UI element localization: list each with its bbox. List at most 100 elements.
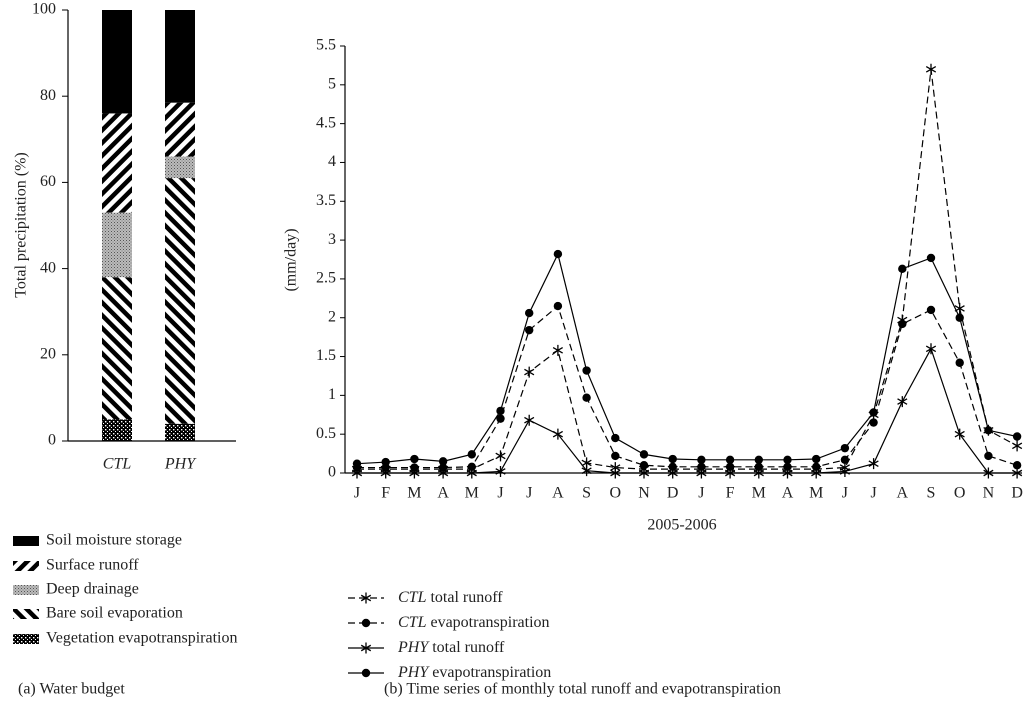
x-tick-label: J (354, 485, 360, 502)
x-tick-label: N (983, 485, 995, 502)
marker (754, 462, 763, 471)
marker (639, 461, 649, 470)
marker (525, 308, 534, 318)
legend-label: Surface runoff (46, 557, 139, 574)
y-tick-label: 3.5 (316, 192, 336, 209)
y-tick-label: 4.5 (316, 114, 336, 131)
y-tick-label: 3 (328, 231, 336, 248)
marker (725, 455, 735, 465)
x-tick-label: M (407, 485, 421, 502)
marker (697, 455, 706, 465)
series-line (356, 252, 1018, 465)
legend-swatch (13, 536, 39, 546)
marker (525, 325, 534, 335)
marker (495, 465, 506, 477)
y-tick-label: 40 (40, 259, 56, 276)
y-tick-label: 4 (328, 153, 336, 170)
x-tick-label: A (437, 485, 449, 502)
marker (553, 249, 563, 259)
x-tick-label: O (610, 485, 622, 502)
marker (897, 396, 908, 408)
marker (783, 455, 792, 465)
y-tick-label: 0.5 (316, 425, 336, 442)
marker (496, 406, 505, 416)
legend-label: PHY total runoff (397, 639, 505, 656)
x-tick-label: J (698, 485, 704, 502)
x-tick-label: J (870, 485, 876, 502)
marker (782, 467, 793, 479)
marker (1012, 461, 1022, 470)
legend-label: CTL evapotranspiration (398, 614, 550, 631)
y-tick-label: 0 (48, 432, 56, 449)
marker (524, 414, 535, 426)
marker (467, 462, 476, 471)
marker (725, 462, 735, 471)
marker (696, 467, 707, 479)
x-tick-label: F (726, 485, 735, 502)
marker (955, 358, 964, 367)
marker (754, 455, 763, 465)
marker (552, 344, 563, 356)
legend-label: Deep drainage (46, 581, 139, 598)
x-tick-label: M (752, 485, 766, 502)
marker (410, 454, 419, 464)
bar-segment (102, 419, 132, 441)
marker (668, 462, 677, 471)
marker (925, 343, 937, 355)
x-tick-label: PHY (164, 456, 197, 473)
bar-segment (102, 277, 132, 420)
x-axis-label: 2005-2006 (647, 517, 716, 534)
marker (582, 366, 591, 375)
marker (1012, 467, 1023, 479)
marker (725, 467, 736, 479)
x-tick-label: F (381, 485, 390, 502)
series-line (357, 305, 1018, 469)
x-tick-label: D (667, 485, 679, 502)
y-tick-label: 80 (40, 87, 56, 104)
marker (954, 302, 965, 314)
legend-marker (360, 642, 372, 654)
bar-segment (165, 156, 195, 179)
marker (381, 457, 390, 467)
bar-segment (165, 178, 195, 424)
marker (611, 451, 620, 461)
legend-marker (360, 592, 372, 604)
marker (753, 467, 764, 479)
marker (1012, 440, 1023, 452)
marker (984, 426, 993, 435)
y-tick-label: 20 (40, 345, 56, 362)
marker (496, 414, 505, 423)
marker (553, 301, 563, 311)
legend-marker (361, 618, 371, 628)
marker (840, 455, 850, 465)
marker (868, 458, 879, 470)
marker (380, 467, 391, 479)
marker (524, 366, 535, 378)
marker (438, 457, 448, 466)
marker (467, 450, 476, 459)
x-tick-label: A (897, 485, 909, 502)
marker (839, 465, 850, 477)
legend-swatch (13, 634, 39, 644)
marker (668, 454, 677, 464)
y-axis-label: Total precipitation (%) (13, 152, 30, 298)
legend-swatch (13, 585, 39, 595)
marker (495, 450, 506, 462)
x-tick-label: M (465, 485, 479, 502)
y-tick-label: 100 (32, 1, 56, 18)
x-tick-label: A (782, 485, 794, 502)
marker (811, 467, 822, 479)
y-tick-label: 5.5 (316, 37, 336, 54)
marker (926, 305, 936, 315)
y-tick-label: 1.5 (316, 347, 336, 364)
x-tick-label: S (582, 485, 591, 502)
series-line (357, 69, 1018, 470)
legend-label: Bare soil evaporation (46, 605, 183, 622)
caption: (b) Time series of monthly total runoff … (384, 681, 781, 698)
marker (954, 428, 965, 440)
marker (639, 450, 649, 459)
bar-segment (165, 10, 195, 103)
y-tick-label: 60 (40, 173, 56, 190)
x-tick-label: O (954, 485, 966, 502)
